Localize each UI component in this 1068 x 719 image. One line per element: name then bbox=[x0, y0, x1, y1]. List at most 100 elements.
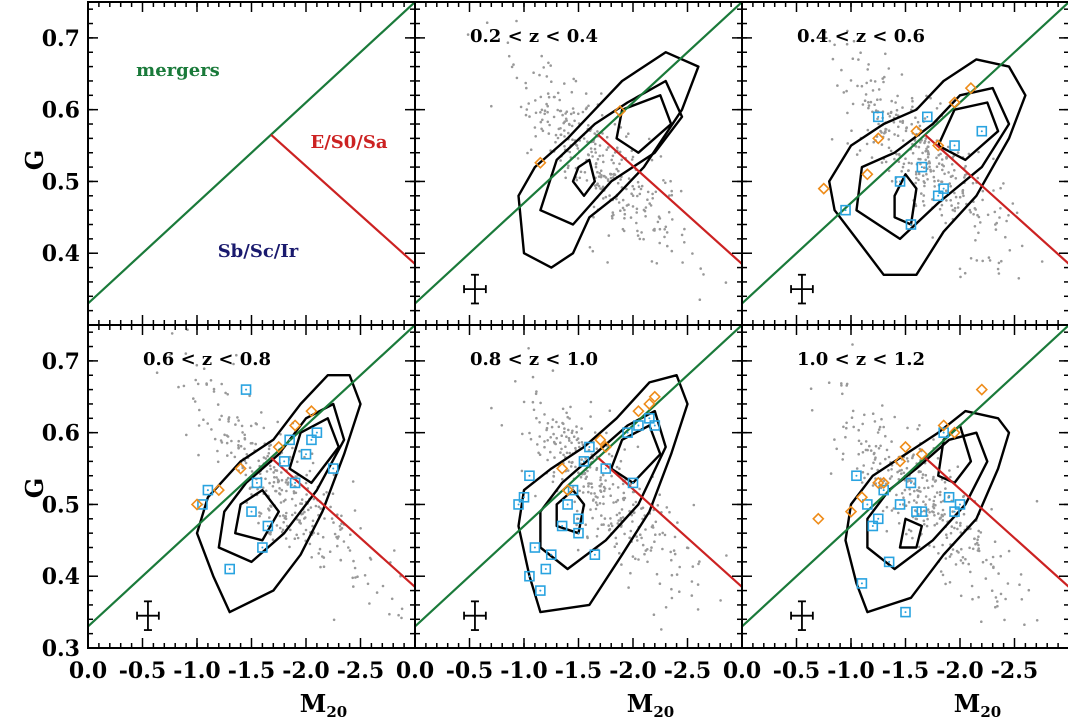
background-point bbox=[862, 464, 865, 467]
background-point bbox=[922, 166, 926, 169]
blue-square-marker bbox=[883, 556, 895, 568]
blue-square-center bbox=[626, 431, 629, 434]
background-point bbox=[1004, 597, 1007, 601]
background-point bbox=[860, 442, 863, 446]
background-point bbox=[650, 158, 654, 162]
background-point bbox=[993, 540, 997, 543]
background-point bbox=[311, 519, 315, 523]
background-point bbox=[941, 543, 944, 547]
background-point bbox=[579, 475, 583, 479]
background-point bbox=[598, 502, 602, 505]
background-point bbox=[574, 79, 578, 83]
background-point bbox=[571, 429, 574, 433]
axis-ticks bbox=[414, 325, 743, 649]
background-point bbox=[932, 506, 936, 510]
background-point bbox=[927, 151, 930, 154]
background-point bbox=[539, 111, 542, 114]
background-point bbox=[612, 161, 615, 165]
background-point bbox=[996, 604, 999, 608]
background-point bbox=[1000, 259, 1003, 263]
background-point bbox=[332, 473, 336, 477]
background-point bbox=[671, 218, 674, 221]
region-label-e-s0-sa: E/S0/Sa bbox=[310, 132, 387, 153]
background-point bbox=[617, 519, 620, 522]
background-point bbox=[601, 132, 604, 135]
blue-square-marker bbox=[905, 219, 917, 230]
background-point bbox=[280, 471, 283, 474]
background-point bbox=[202, 367, 206, 371]
background-point bbox=[896, 134, 900, 137]
background-point bbox=[569, 405, 572, 409]
background-point bbox=[260, 411, 263, 414]
background-point bbox=[852, 425, 855, 429]
background-point bbox=[932, 175, 936, 179]
blue-square-marker bbox=[240, 384, 252, 395]
background-point bbox=[347, 546, 350, 549]
blue-square-center bbox=[653, 424, 656, 427]
blue-square-marker bbox=[976, 125, 988, 137]
background-point bbox=[915, 517, 919, 521]
contour-level-1 bbox=[844, 409, 1011, 614]
background-point bbox=[605, 148, 608, 151]
blue-square-marker bbox=[894, 499, 906, 510]
background-point bbox=[216, 460, 220, 464]
background-point bbox=[631, 490, 635, 494]
background-point bbox=[547, 61, 550, 65]
background-point bbox=[937, 162, 941, 165]
background-point bbox=[905, 457, 909, 460]
background-point bbox=[953, 191, 956, 195]
background-point bbox=[967, 562, 970, 566]
background-point bbox=[621, 206, 625, 210]
background-point bbox=[602, 523, 605, 526]
background-point bbox=[630, 192, 633, 195]
background-point bbox=[616, 498, 620, 502]
background-point bbox=[196, 382, 200, 386]
orange-diamond-series bbox=[817, 82, 978, 195]
x-axis-label: M20 bbox=[300, 689, 347, 719]
background-point bbox=[890, 468, 893, 471]
blue-square-marker bbox=[932, 190, 944, 202]
x-axis-label-subscript: 20 bbox=[980, 703, 1001, 719]
background-point bbox=[646, 190, 650, 194]
background-point bbox=[956, 465, 960, 469]
background-point bbox=[914, 116, 917, 119]
background-point bbox=[249, 486, 252, 490]
background-point bbox=[611, 217, 614, 220]
background-point bbox=[877, 428, 881, 431]
background-point bbox=[974, 239, 977, 242]
background-point bbox=[876, 431, 880, 434]
background-point bbox=[397, 613, 400, 617]
orange-diamond-marker bbox=[632, 405, 645, 418]
axis-ticks bbox=[87, 325, 416, 649]
background-point bbox=[1023, 623, 1026, 626]
background-point bbox=[556, 108, 559, 112]
background-point bbox=[844, 435, 847, 439]
background-point bbox=[329, 505, 332, 509]
background-point bbox=[871, 484, 875, 487]
background-point bbox=[285, 511, 288, 515]
background-point bbox=[922, 204, 926, 207]
background-point bbox=[581, 110, 585, 114]
background-point bbox=[897, 511, 900, 515]
background-point bbox=[522, 400, 526, 404]
background-point bbox=[381, 584, 385, 588]
background-point bbox=[613, 123, 617, 126]
x-axis-label-main: M bbox=[954, 689, 981, 718]
background-point bbox=[594, 186, 598, 190]
background-point bbox=[519, 105, 523, 109]
background-point bbox=[598, 154, 601, 158]
background-point bbox=[920, 192, 923, 195]
background-point bbox=[678, 590, 681, 593]
background-point bbox=[587, 124, 590, 127]
background-point bbox=[958, 267, 962, 271]
background-point bbox=[356, 575, 359, 578]
background-point bbox=[987, 256, 991, 259]
background-point bbox=[670, 596, 674, 600]
blue-square-center bbox=[909, 223, 912, 226]
background-point bbox=[586, 140, 589, 143]
background-point bbox=[912, 499, 916, 502]
background-point bbox=[925, 172, 928, 176]
background-point bbox=[537, 451, 540, 455]
background-point bbox=[604, 479, 607, 482]
background-point bbox=[924, 137, 928, 140]
